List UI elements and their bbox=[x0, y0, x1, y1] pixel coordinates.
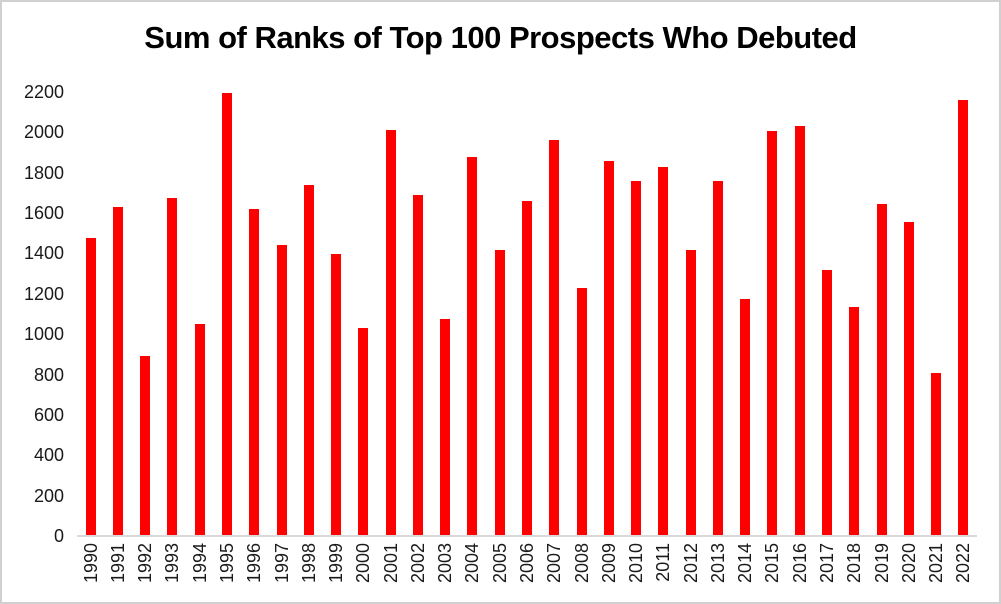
bar-2015 bbox=[767, 131, 778, 536]
bar-1992 bbox=[140, 356, 151, 536]
bar-2000 bbox=[358, 328, 369, 536]
bar-2004 bbox=[467, 156, 478, 536]
bar-2017 bbox=[822, 269, 832, 536]
x-tick-label: 2022 bbox=[953, 543, 974, 584]
x-tick-label: 2004 bbox=[462, 543, 483, 584]
y-tick-label: 1200 bbox=[23, 283, 64, 304]
bar-1995 bbox=[222, 93, 232, 536]
x-tick-label: 2018 bbox=[844, 543, 865, 584]
bar-1997 bbox=[276, 245, 287, 536]
bar-2006 bbox=[522, 200, 532, 536]
bar-2012 bbox=[685, 250, 696, 536]
bar-2001 bbox=[385, 130, 396, 536]
bar-2013 bbox=[712, 180, 723, 536]
bar-2011 bbox=[658, 166, 669, 536]
bar-2003 bbox=[440, 319, 451, 536]
x-tick-label: 2015 bbox=[762, 543, 783, 584]
y-tick-label: 600 bbox=[33, 404, 64, 425]
bar-2007 bbox=[549, 140, 560, 536]
bar-1991 bbox=[112, 207, 123, 536]
bar-2016 bbox=[794, 126, 805, 536]
x-tick-label: 2016 bbox=[789, 543, 810, 584]
x-tick-label: 1991 bbox=[107, 543, 128, 584]
x-tick-label: 2010 bbox=[626, 543, 647, 584]
x-tick-label: 2011 bbox=[653, 543, 674, 582]
x-tick-label: 2014 bbox=[735, 543, 756, 584]
y-tick-label: 2000 bbox=[23, 122, 64, 143]
bar-2002 bbox=[412, 194, 423, 536]
x-tick-label: 1992 bbox=[135, 543, 156, 584]
x-tick-label: 1990 bbox=[80, 543, 101, 584]
x-tick-label: 2020 bbox=[898, 543, 919, 584]
x-tick-label: 1998 bbox=[298, 543, 319, 584]
bar-1999 bbox=[331, 254, 342, 536]
x-tick-label: 1999 bbox=[326, 543, 347, 584]
x-tick-label: 2008 bbox=[571, 543, 592, 584]
x-tick-label: 1994 bbox=[189, 543, 210, 584]
bar-1993 bbox=[167, 197, 178, 536]
x-tick-label: 1997 bbox=[271, 543, 292, 584]
x-tick-label: 2007 bbox=[544, 543, 565, 584]
bar-2010 bbox=[631, 180, 642, 536]
x-tick-label: 2017 bbox=[817, 543, 837, 584]
bar-1994 bbox=[194, 324, 205, 536]
x-tick-label: 2012 bbox=[680, 543, 701, 584]
x-tick-label: 2013 bbox=[707, 543, 728, 584]
x-tick-label: 1996 bbox=[244, 543, 265, 584]
bar-2021 bbox=[931, 372, 942, 536]
y-tick-label: 200 bbox=[33, 485, 64, 506]
bar-2005 bbox=[494, 250, 505, 536]
x-tick-label: 1995 bbox=[217, 543, 237, 584]
bar-1998 bbox=[303, 184, 314, 536]
x-tick-label: 2002 bbox=[407, 543, 428, 584]
bar-2019 bbox=[876, 204, 887, 536]
bar-2022 bbox=[958, 100, 969, 536]
bar-1996 bbox=[249, 209, 260, 536]
x-tick-label: 2000 bbox=[353, 543, 374, 584]
x-tick-label: 2001 bbox=[380, 543, 401, 584]
x-tick-label: 2003 bbox=[435, 543, 456, 584]
y-tick-label: 0 bbox=[53, 526, 64, 546]
bar-2014 bbox=[740, 298, 751, 536]
chart-title: Sum of Ranks of Top 100 Prospects Who De… bbox=[144, 20, 857, 55]
y-tick-label: 1800 bbox=[23, 162, 64, 183]
bar-2008 bbox=[576, 287, 587, 536]
x-tick-label: 2019 bbox=[871, 543, 892, 584]
x-axis-line bbox=[77, 535, 977, 537]
x-tick-label: 2021 bbox=[926, 543, 947, 584]
y-tick-label: 800 bbox=[33, 364, 64, 385]
y-tick-label: 2200 bbox=[23, 82, 64, 102]
bar-1990 bbox=[85, 238, 96, 536]
x-tick-label: 2006 bbox=[517, 543, 537, 584]
bar-2009 bbox=[603, 160, 614, 536]
x-tick-label: 2005 bbox=[489, 543, 510, 584]
bar-2018 bbox=[849, 306, 860, 536]
y-tick-label: 1400 bbox=[23, 243, 64, 264]
y-tick-label: 400 bbox=[33, 445, 64, 466]
x-tick-label: 2009 bbox=[598, 543, 619, 584]
y-tick-label: 1000 bbox=[23, 324, 64, 345]
bar-2020 bbox=[903, 222, 914, 536]
x-tick-label: 1993 bbox=[162, 543, 183, 584]
y-tick-label: 1600 bbox=[23, 203, 64, 224]
